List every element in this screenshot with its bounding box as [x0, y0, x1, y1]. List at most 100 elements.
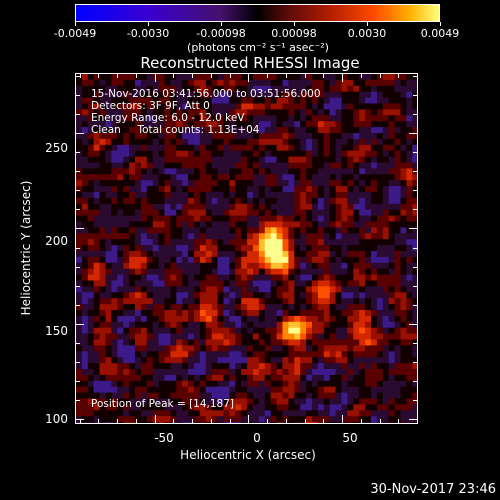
info-energy: Energy Range: 6.0 - 12.0 keV: [91, 112, 245, 124]
axis-tick: [76, 228, 84, 230]
axis-tick: [379, 419, 381, 423]
axis-tick: [76, 152, 80, 154]
axis-tick: [210, 419, 212, 423]
axis-tick: [413, 190, 417, 192]
axis-tick: [360, 74, 362, 78]
axis-tick: [360, 419, 362, 423]
axis-tick: [413, 381, 417, 383]
axis-tick: [379, 74, 381, 78]
axis-tick: [413, 361, 417, 363]
axis-tick: [413, 342, 417, 344]
colorbar-tick: [440, 22, 441, 26]
y-tick-label: 100: [45, 412, 68, 426]
axis-tick: [76, 381, 80, 383]
axis-tick: [98, 74, 100, 78]
axis-tick: [323, 74, 325, 78]
axis-tick: [76, 285, 80, 287]
axis-tick: [76, 266, 80, 268]
axis-tick: [76, 342, 80, 344]
axis-tick: [285, 74, 287, 78]
axis-tick: [76, 419, 84, 421]
colorbar-tick-label: 0.00098: [271, 27, 317, 40]
axis-tick: [76, 304, 80, 306]
axis-tick: [413, 304, 417, 306]
colorbar-tick-label: -0.0030: [126, 27, 170, 40]
colorbar-units: (photons cm⁻² s⁻¹ asec⁻²): [187, 41, 329, 54]
axis-tick: [76, 94, 80, 96]
colorbar: [75, 4, 440, 22]
info-time-range: 15-Nov-2016 03:41:56.000 to 03:51:56.000: [91, 88, 321, 100]
axis-tick: [154, 74, 156, 82]
axis-tick: [409, 323, 417, 325]
x-tick-label: 0: [253, 431, 261, 445]
axis-tick: [76, 247, 80, 249]
axis-tick: [323, 419, 325, 423]
axis-tick: [417, 419, 418, 423]
colorbar-tick: [75, 22, 76, 26]
axis-tick: [304, 419, 306, 423]
axis-tick: [98, 419, 100, 423]
x-axis-label: Heliocentric X (arcsec): [180, 448, 316, 462]
colorbar-tick-label: 0.0049: [420, 27, 460, 40]
axis-tick: [413, 285, 417, 287]
axis-tick: [173, 74, 175, 78]
axis-tick: [248, 74, 250, 82]
axis-tick: [413, 152, 417, 154]
axis-tick: [192, 419, 194, 423]
axis-tick: [413, 171, 417, 173]
y-tick-label: 200: [45, 234, 68, 248]
x-tick-label: -50: [154, 431, 174, 445]
axis-tick: [413, 247, 417, 249]
axis-tick: [409, 133, 417, 135]
axis-tick: [229, 419, 231, 423]
y-tick-label: 150: [45, 324, 68, 338]
axis-tick: [285, 419, 287, 423]
axis-tick: [76, 75, 80, 77]
colorbar-tick-label: 0.0030: [347, 27, 387, 40]
axis-tick: [413, 75, 417, 77]
axis-tick: [342, 415, 344, 423]
axis-tick: [76, 133, 84, 135]
axis-tick: [413, 266, 417, 268]
axis-tick: [398, 74, 400, 78]
axis-tick: [192, 74, 194, 78]
image-plot[interactable]: 15-Nov-2016 03:41:56.000 to 03:51:56.000…: [75, 73, 418, 424]
axis-tick: [79, 74, 81, 78]
timestamp: 30-Nov-2017 23:46: [370, 482, 496, 497]
axis-tick: [409, 419, 417, 421]
axis-tick: [267, 74, 269, 78]
axis-tick: [117, 74, 119, 78]
y-axis-label: Heliocentric Y (arcsec): [19, 180, 33, 316]
axis-tick: [135, 74, 137, 78]
axis-tick: [76, 361, 80, 363]
axis-tick: [409, 228, 417, 230]
info-peak-position: Position of Peak = [14,187]: [91, 398, 235, 410]
x-tick-label: 50: [342, 431, 358, 445]
colorbar-tick: [148, 22, 149, 26]
axis-tick: [413, 400, 417, 402]
axis-tick: [76, 323, 84, 325]
axis-tick: [304, 74, 306, 78]
colorbar-tick: [367, 22, 368, 26]
axis-tick: [267, 419, 269, 423]
axis-tick: [76, 114, 80, 116]
axis-tick: [413, 209, 417, 211]
axis-tick: [76, 209, 80, 211]
axis-tick: [229, 74, 231, 78]
axis-tick: [210, 74, 212, 78]
axis-tick: [76, 171, 80, 173]
axis-tick: [76, 400, 80, 402]
axis-tick: [248, 415, 250, 423]
axis-tick: [79, 419, 81, 423]
y-tick-label: 250: [45, 141, 68, 155]
colorbar-tick: [294, 22, 295, 26]
colorbar-tick: [221, 22, 222, 26]
axis-tick: [398, 419, 400, 423]
axis-tick: [413, 94, 417, 96]
axis-tick: [154, 415, 156, 423]
axis-tick: [417, 74, 418, 78]
axis-tick: [413, 114, 417, 116]
info-clean: Clean Total counts: 1.13E+04: [91, 124, 260, 136]
plot-title: Reconstructed RHESSI Image: [140, 54, 360, 72]
axis-tick: [76, 190, 80, 192]
